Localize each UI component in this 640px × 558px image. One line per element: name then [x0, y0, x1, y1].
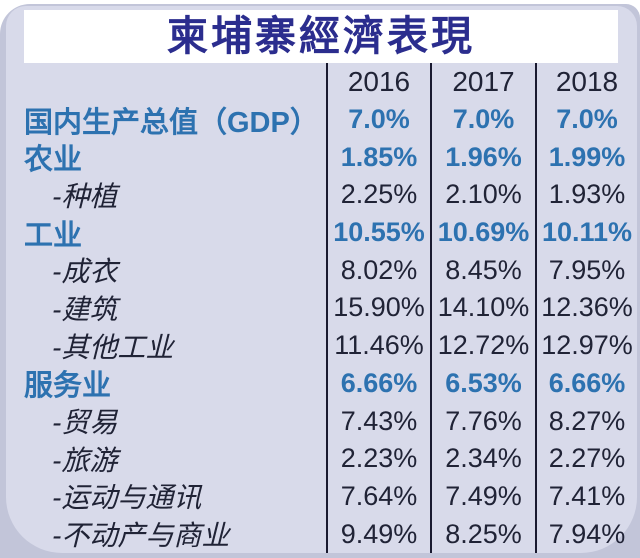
value-cell: 7.41% — [535, 477, 637, 516]
value-cell: 12.36% — [535, 289, 637, 327]
value-cell: 10.11% — [535, 213, 637, 252]
value-cell: 15.90% — [326, 289, 430, 327]
value-cell: 7.49% — [430, 477, 535, 516]
value-cell: 7.76% — [430, 402, 535, 440]
value-cell: 2.27% — [535, 439, 637, 478]
value-cell: 11.46% — [326, 326, 430, 365]
value-cell: 6.66% — [535, 364, 637, 403]
row-label: -其他工业 — [52, 331, 174, 363]
value-cell: 8.02% — [326, 251, 430, 290]
value-cell: 7.94% — [535, 515, 637, 553]
value-cell: 10.69% — [430, 213, 535, 252]
value-cell: 14.10% — [430, 289, 535, 327]
value-cell: 12.72% — [430, 326, 535, 365]
page-title: 柬埔寨經濟表現 — [167, 13, 475, 59]
row-label: -建筑 — [52, 294, 118, 325]
row-label: -不动产与商业 — [52, 520, 230, 552]
value-cell: 6.66% — [326, 364, 430, 403]
value-cell: 8.27% — [535, 402, 637, 440]
value-cell: 2.23% — [326, 439, 430, 478]
value-cell: 7.0% — [535, 100, 637, 139]
header-blank-cell — [6, 63, 326, 101]
table-card — [6, 6, 637, 553]
year-header: 2016 — [326, 63, 430, 101]
value-cell: 1.85% — [326, 138, 430, 177]
value-cell: 2.25% — [326, 176, 430, 214]
row-label: 国内生产总值（GDP） — [24, 106, 319, 139]
value-cell: 7.0% — [326, 100, 430, 139]
row-label: -种植 — [52, 180, 118, 212]
value-cell: 7.64% — [326, 477, 430, 516]
value-cell: 7.95% — [535, 251, 637, 290]
value-cell: 1.93% — [535, 176, 637, 214]
row-label: 农业 — [24, 144, 83, 177]
value-cell: 7.43% — [326, 402, 430, 440]
value-cell: 2.10% — [430, 176, 535, 214]
row-label: -成衣 — [52, 256, 118, 288]
value-cell: 6.53% — [430, 364, 535, 403]
row-label: -运动与通讯 — [52, 482, 202, 514]
value-cell: 2.34% — [430, 439, 535, 478]
value-cell: 7.0% — [430, 100, 535, 139]
row-label: -旅游 — [52, 444, 118, 476]
value-cell: 1.96% — [430, 138, 535, 177]
year-header: 2017 — [430, 63, 535, 101]
row-label: 服务业 — [24, 370, 112, 403]
value-cell: 8.45% — [430, 251, 535, 290]
row-label: -贸易 — [52, 407, 118, 439]
title-band: 柬埔寨經濟表現 — [24, 10, 618, 63]
value-cell: 8.25% — [430, 515, 535, 553]
economy-table: 2016 2017 2018 国内生产总值（GDP） 7.0% 7.0% 7.0% 农业 1.8… — [6, 63, 637, 553]
row-label: 工业 — [24, 219, 83, 252]
year-header: 2018 — [535, 63, 637, 101]
value-cell: 12.97% — [535, 326, 637, 365]
value-cell: 1.99% — [535, 138, 637, 177]
value-cell: 9.49% — [326, 515, 430, 553]
value-cell: 10.55% — [326, 213, 430, 252]
